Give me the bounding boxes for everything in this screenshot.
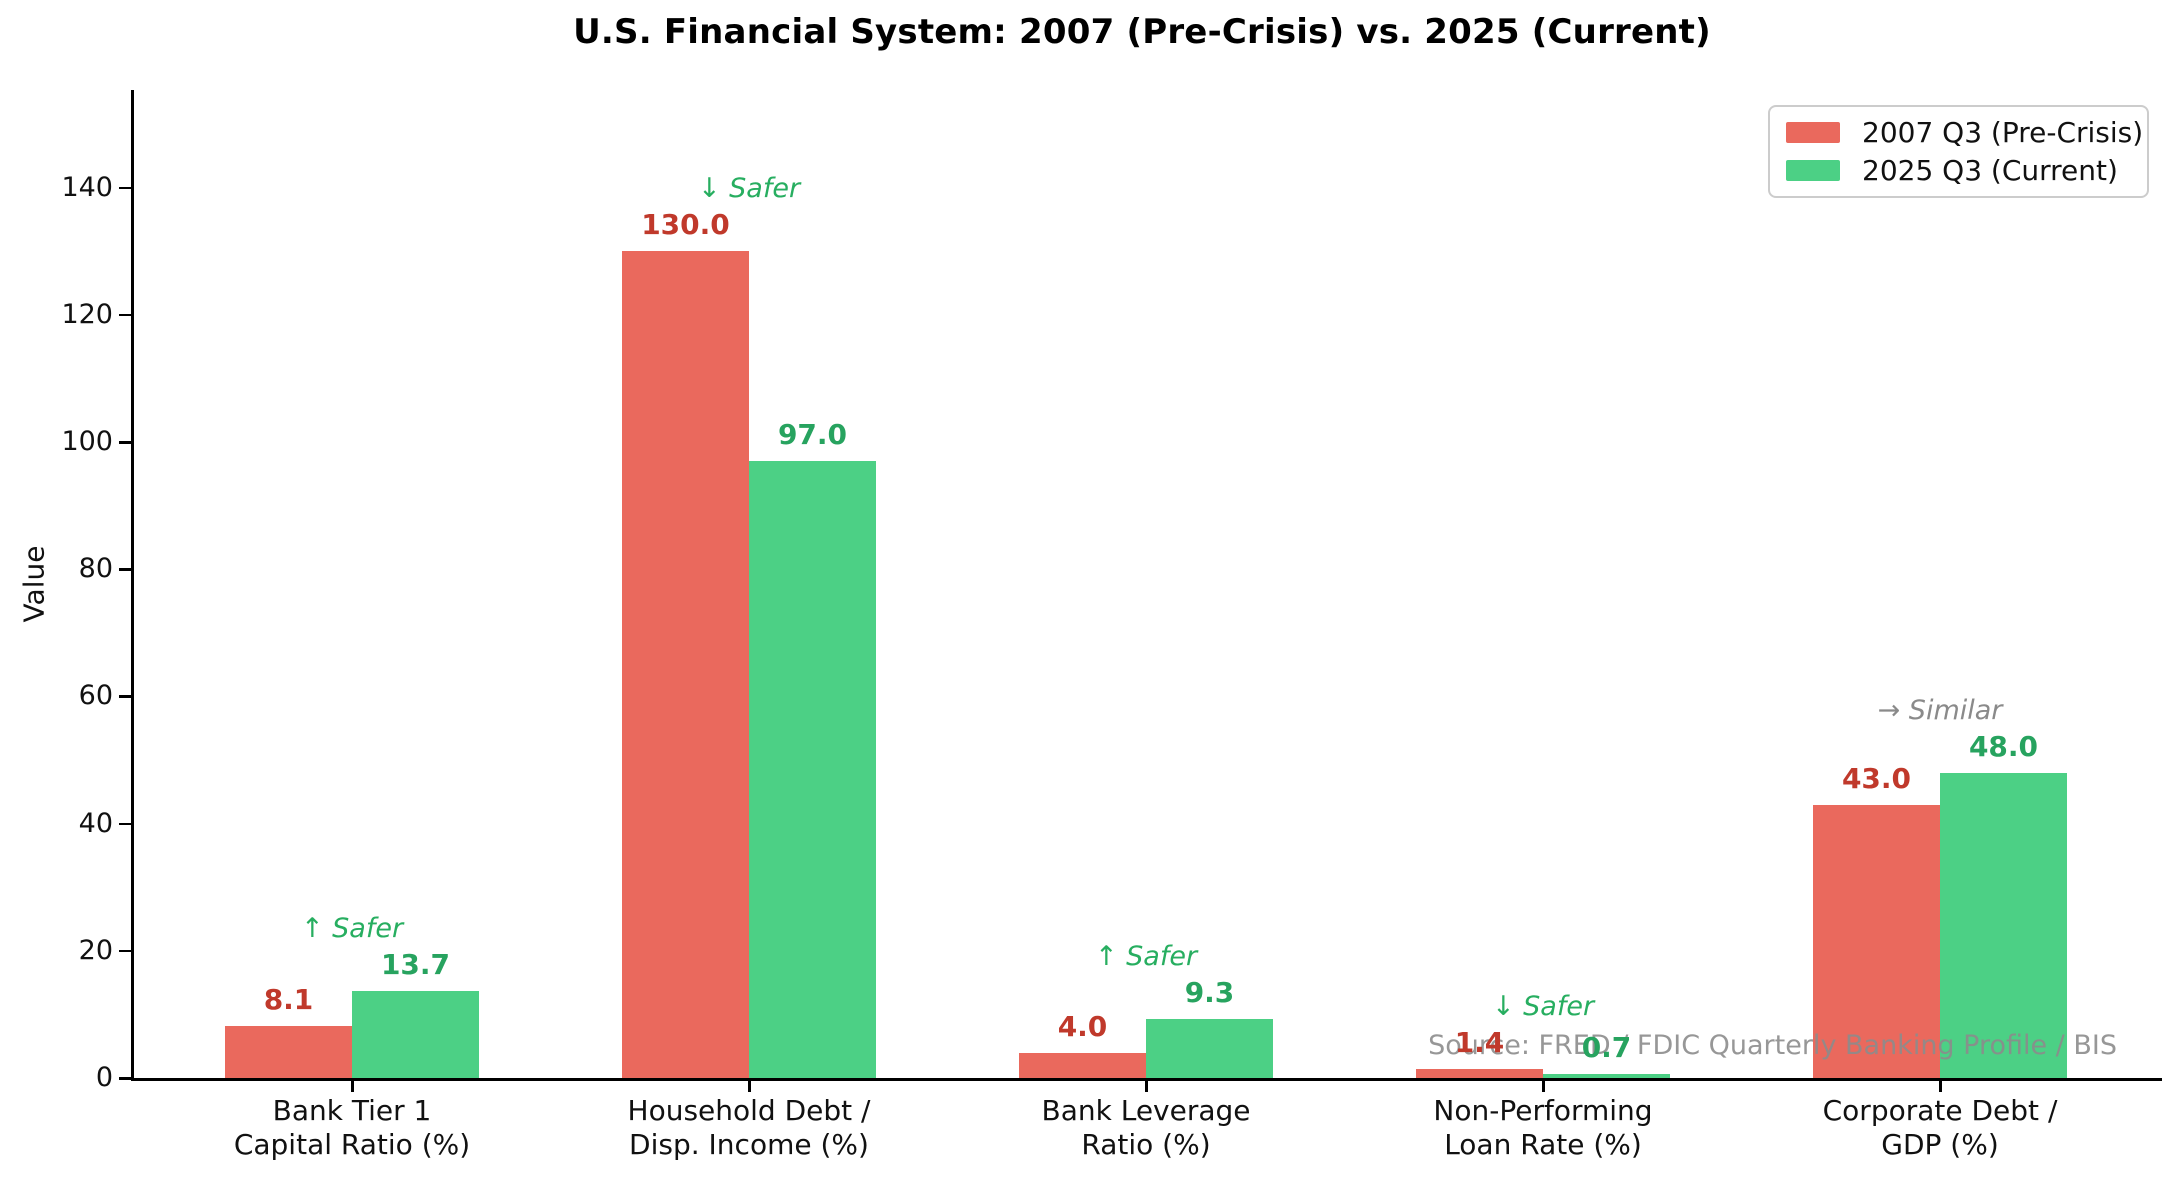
chart-title: U.S. Financial System: 2007 (Pre-Crisis)… xyxy=(573,12,1711,52)
source-note: Source: FRED / FDIC Quarterly Banking Pr… xyxy=(1428,1030,2117,1061)
y-tick-mark xyxy=(119,822,131,826)
legend-label: 2007 Q3 (Pre-Crisis) xyxy=(1862,116,2144,149)
y-tick-label: 20 xyxy=(78,934,113,966)
bar-value-label: 97.0 xyxy=(777,418,848,452)
bar-2025 xyxy=(1146,1018,1273,1078)
legend-item: 2007 Q3 (Pre-Crisis) xyxy=(1786,116,2143,149)
x-tick-mark xyxy=(1542,1080,1545,1092)
x-tick-mark xyxy=(1939,1080,1942,1092)
bar-2025 xyxy=(1543,1073,1670,1078)
y-tick-label: 120 xyxy=(61,298,113,330)
y-tick-mark xyxy=(119,695,131,698)
x-axis-spine xyxy=(131,1078,2162,1081)
y-tick-mark xyxy=(119,441,131,444)
bar-2025 xyxy=(1940,772,2067,1078)
x-category-label: Non-Performing Loan Rate (%) xyxy=(1433,1094,1653,1161)
bar-value-label: 0.7 xyxy=(1581,1030,1632,1064)
y-tick-label: 40 xyxy=(78,807,113,839)
x-tick-mark xyxy=(748,1080,751,1092)
x-category-label: Bank Leverage Ratio (%) xyxy=(1041,1094,1251,1161)
x-category-label: Corporate Debt / GDP (%) xyxy=(1822,1094,2058,1161)
y-tick-label: 60 xyxy=(78,680,113,712)
y-tick-label: 80 xyxy=(78,553,113,585)
y-tick-mark xyxy=(119,186,131,190)
bar-value-label: 130.0 xyxy=(641,208,730,242)
bar-2007 xyxy=(622,251,749,1078)
group-annotation: ↑ Safer xyxy=(1094,940,1198,972)
bar-2007 xyxy=(1416,1069,1543,1078)
y-tick-mark xyxy=(119,568,131,571)
x-tick-mark xyxy=(351,1080,354,1092)
bar-value-label: 1.4 xyxy=(1454,1026,1505,1060)
y-tick-label: 140 xyxy=(61,171,113,203)
bar-value-label: 48.0 xyxy=(1968,729,2039,763)
bar-2025 xyxy=(749,461,876,1078)
group-annotation: ↑ Safer xyxy=(300,912,404,944)
legend-swatch xyxy=(1786,160,1840,181)
legend-swatch xyxy=(1786,122,1840,143)
y-tick-label: 0 xyxy=(95,1062,113,1093)
y-tick-mark xyxy=(119,949,131,953)
legend-item: 2025 Q3 (Current) xyxy=(1786,154,2131,187)
bar-value-label: 43.0 xyxy=(1841,761,1912,795)
bar-value-label: 9.3 xyxy=(1184,975,1235,1009)
bar-2007 xyxy=(225,1026,352,1078)
y-axis-spine xyxy=(131,90,134,1081)
x-category-label: Household Debt / Disp. Income (%) xyxy=(627,1094,871,1161)
x-category-label: Bank Tier 1 Capital Ratio (%) xyxy=(233,1094,471,1161)
group-annotation: → Similar xyxy=(1877,694,2003,726)
legend: 2007 Q3 (Pre-Crisis) 2025 Q3 (Current) xyxy=(1768,105,2149,198)
legend-label: 2025 Q3 (Current) xyxy=(1862,154,2118,187)
bar-value-label: 4.0 xyxy=(1057,1009,1108,1043)
bar-2007 xyxy=(1813,804,1940,1078)
bar-2025 xyxy=(352,990,479,1078)
x-tick-mark xyxy=(1145,1080,1148,1092)
bar-value-label: 13.7 xyxy=(380,947,451,981)
y-tick-mark xyxy=(119,1077,131,1080)
bar-2007 xyxy=(1019,1052,1146,1078)
y-tick-mark xyxy=(119,313,131,317)
y-tick-label: 100 xyxy=(61,426,113,457)
bar-value-label: 8.1 xyxy=(263,983,314,1017)
group-annotation: ↓ Safer xyxy=(1491,991,1595,1023)
group-annotation: ↓ Safer xyxy=(697,173,801,205)
